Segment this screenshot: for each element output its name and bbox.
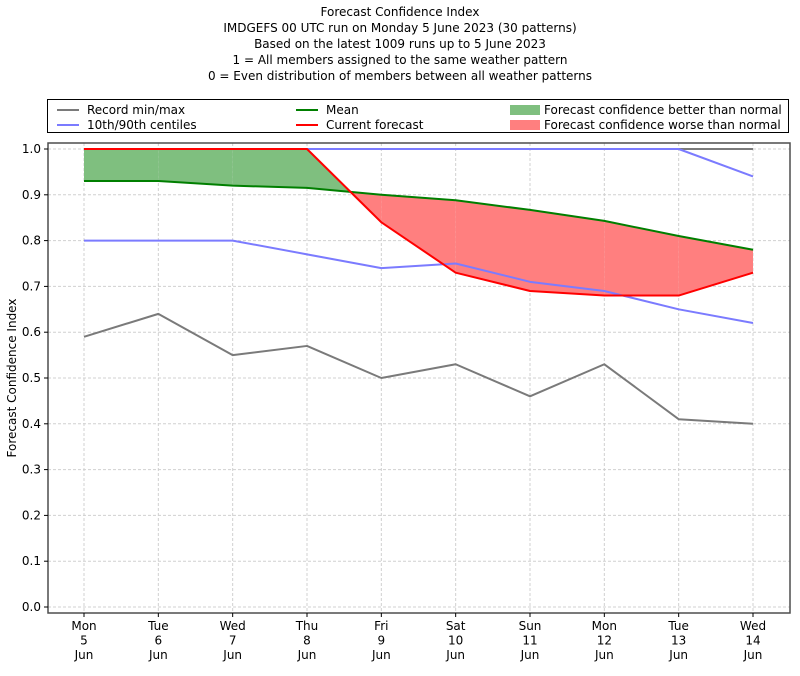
legend-label-record: Record min/max — [87, 102, 186, 117]
x-tick-label-line: Sat — [446, 619, 466, 633]
x-tick-label-line: Tue — [147, 619, 169, 633]
x-tick-label: Wed 7 Jun — [220, 619, 246, 662]
x-tick-label-line: Fri — [374, 619, 388, 633]
x-tick-label-line: Wed — [220, 619, 246, 633]
mean-line — [84, 180, 754, 251]
chart-subtitle-basis: Based on the latest 1009 runs up to 5 Ju… — [254, 37, 546, 51]
legend-item-better: Forecast confidence better than normal — [510, 102, 782, 117]
y-tick-label: 0.2 — [22, 508, 41, 522]
y-tick-label: 0.5 — [22, 371, 41, 385]
x-tick-label: Sat 10 Jun — [445, 619, 466, 662]
chart-subtitle-scale-min: 0 = Even distribution of members between… — [207, 69, 593, 83]
x-tick-label-line: Sun — [519, 619, 542, 633]
y-tick-label: 1.0 — [22, 142, 41, 156]
y-tick-label: 0.8 — [22, 234, 41, 248]
y-axis-label: Forecast Confidence Index — [5, 299, 19, 458]
legend-swatch-worse — [510, 119, 540, 130]
x-tick-label-line: 6 — [155, 634, 163, 648]
legend: Record min/max 10th/90th centiles Mean C… — [47, 99, 789, 133]
x-tick-label-line: 10 — [448, 634, 463, 648]
better-than-normal-area — [232, 149, 307, 188]
chart-title-block: Forecast Confidence Index IMDGEFS 00 UTC… — [0, 4, 800, 84]
x-tick-label: Wed 14 Jun — [740, 619, 766, 662]
x-tick-label-line: Tue — [667, 619, 689, 633]
x-tick-label-line: Thu — [295, 619, 319, 633]
x-tick-label: Thu 8 Jun — [295, 619, 319, 662]
x-tick-label-line: 8 — [303, 634, 311, 648]
better-than-normal-area — [158, 149, 233, 186]
x-tick-label-line: Jun — [445, 648, 465, 662]
record-min-line — [83, 312, 754, 425]
centile-10th-line — [84, 239, 754, 325]
legend-swatch-better — [510, 104, 540, 115]
current-forecast-line — [84, 148, 754, 297]
x-tick-label: Fri 9 Jun — [371, 619, 391, 662]
legend-label-better: Forecast confidence better than normal — [544, 102, 782, 117]
legend-label-mean: Mean — [326, 102, 359, 117]
y-tick-label: 0.7 — [22, 279, 41, 293]
legend-item-centiles: 10th/90th centiles — [57, 117, 197, 132]
worse-than-normal-area — [678, 236, 753, 296]
x-tick-label: Mon 12 Jun — [592, 619, 617, 662]
x-tick-label: Mon 5 Jun — [71, 619, 96, 662]
x-tick-label-line: Jun — [222, 648, 242, 662]
grid — [48, 143, 790, 613]
y-tick-label: 0.3 — [22, 463, 41, 477]
x-tick-label-line: Jun — [297, 648, 317, 662]
x-tick-label: Tue 6 Jun — [147, 619, 169, 662]
y-tick-label: 0.1 — [22, 554, 41, 568]
x-tick-label: Sun 11 Jun — [519, 619, 542, 662]
legend-swatch-centiles — [57, 123, 79, 126]
x-tick-label-line: Mon — [71, 619, 96, 633]
chart-subtitle-scale-max: 1 = All members assigned to the same wea… — [232, 53, 568, 67]
legend-item-worse: Forecast confidence worse than normal — [510, 117, 781, 132]
legend-label-current: Current forecast — [326, 117, 424, 132]
y-tick-label: 0.9 — [22, 188, 41, 202]
x-tick-label-line: 13 — [671, 634, 686, 648]
y-tick-label: 0.4 — [22, 417, 41, 431]
y-axis-ticks: 0.0 0.1 0.2 0.3 0.4 0.5 0.6 0.7 0.8 0.9 1.0 — [22, 142, 48, 614]
legend-swatch-record — [57, 108, 79, 111]
worse-than-normal-area — [604, 220, 679, 296]
worse-than-normal-area — [530, 209, 605, 296]
x-tick-label-line: Wed — [740, 619, 766, 633]
x-tick-label-line: 14 — [745, 634, 760, 648]
worse-than-normal-area — [455, 200, 530, 291]
legend-swatch-current — [296, 123, 318, 126]
x-tick-label-line: Jun — [371, 648, 391, 662]
x-tick-label-line: Jun — [74, 648, 94, 662]
legend-item-current: Current forecast — [296, 117, 423, 132]
y-tick-label: 0.0 — [22, 600, 41, 614]
legend-item-mean: Mean — [296, 102, 359, 117]
x-tick-label-line: Jun — [148, 648, 168, 662]
x-tick-label-line: Jun — [743, 648, 763, 662]
x-tick-label-line: 5 — [80, 634, 88, 648]
x-tick-label-line: 7 — [229, 634, 237, 648]
chart-subtitle-run: IMDGEFS 00 UTC run on Monday 5 June 2023… — [223, 21, 577, 35]
y-tick-label: 0.6 — [22, 325, 41, 339]
confidence-fills — [84, 149, 753, 296]
chart-title: Forecast Confidence Index — [320, 5, 480, 19]
x-tick-label-line: 11 — [522, 634, 537, 648]
x-tick-label: Tue 13 Jun — [667, 619, 689, 662]
x-tick-label-line: Mon — [592, 619, 617, 633]
legend-swatch-mean — [296, 108, 318, 111]
legend-item-record: Record min/max — [57, 102, 185, 117]
worse-than-normal-area — [381, 194, 456, 273]
legend-label-worse: Forecast confidence worse than normal — [544, 117, 781, 132]
legend-label-centiles: 10th/90th centiles — [87, 117, 197, 132]
x-tick-label-line: 12 — [597, 634, 612, 648]
better-than-normal-area — [84, 149, 159, 182]
x-tick-label-line: 9 — [378, 634, 386, 648]
x-tick-label-line: Jun — [668, 648, 688, 662]
series-lines — [83, 148, 754, 425]
x-tick-label-line: Jun — [520, 648, 540, 662]
x-tick-label-line: Jun — [594, 648, 614, 662]
